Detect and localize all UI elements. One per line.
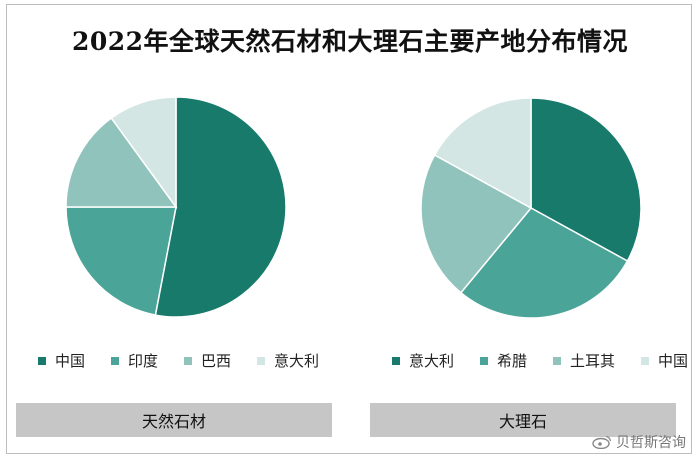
legend-swatch (480, 356, 489, 365)
legend-swatch (111, 356, 120, 365)
caption-marble: 大理石 (370, 403, 676, 437)
pie-slice-0 (154, 96, 287, 318)
legend-label: 中国 (658, 352, 689, 370)
chart-title: 2022年全球天然石材和大理石主要产地分布情况 (71, 27, 629, 56)
legend-label: 中国 (55, 352, 86, 370)
pie-slice-3 (433, 97, 532, 210)
legend-item: 中国 (38, 350, 85, 371)
caption-natural-stone: 天然石材 (16, 403, 332, 437)
pie-slice-1 (459, 207, 629, 319)
legend-item: 巴西 (184, 350, 231, 371)
watermark-text: 贝哲斯咨询 (616, 435, 686, 451)
legend-marble: 意大利 希腊 土耳其 中国 (392, 350, 688, 371)
legend-label: 意大利 (274, 352, 320, 370)
legend-label: 印度 (128, 352, 159, 370)
legend-item: 土耳其 (553, 350, 615, 371)
legend-swatch (257, 356, 266, 365)
pie-slice-0 (530, 97, 642, 263)
legend-label: 希腊 (497, 352, 528, 370)
legend-swatch (392, 356, 400, 365)
legend-item: 希腊 (480, 350, 527, 371)
watermark: 贝哲斯咨询 (592, 432, 686, 452)
legend-label: 意大利 (409, 352, 455, 370)
pie-slice-2 (65, 116, 178, 208)
pie-slice-2 (420, 153, 533, 294)
legend-swatch (641, 356, 650, 365)
pie-chart-natural-stone (65, 96, 287, 318)
pie-slice-3 (110, 96, 177, 210)
legend-label: 土耳其 (570, 352, 616, 370)
legend-item: 意大利 (257, 350, 319, 371)
legend-swatch (184, 356, 193, 365)
legend-item: 印度 (111, 350, 158, 371)
weibo-icon (592, 435, 612, 449)
legend-item: 中国 (641, 350, 688, 371)
legend-natural-stone: 中国 印度 巴西 意大利 (38, 350, 319, 371)
legend-swatch (553, 356, 562, 365)
legend-label: 巴西 (201, 352, 232, 370)
pie-chart-marble (420, 97, 642, 319)
pie-slice-1 (65, 206, 177, 316)
legend-item: 意大利 (392, 350, 454, 371)
legend-swatch (38, 356, 46, 365)
